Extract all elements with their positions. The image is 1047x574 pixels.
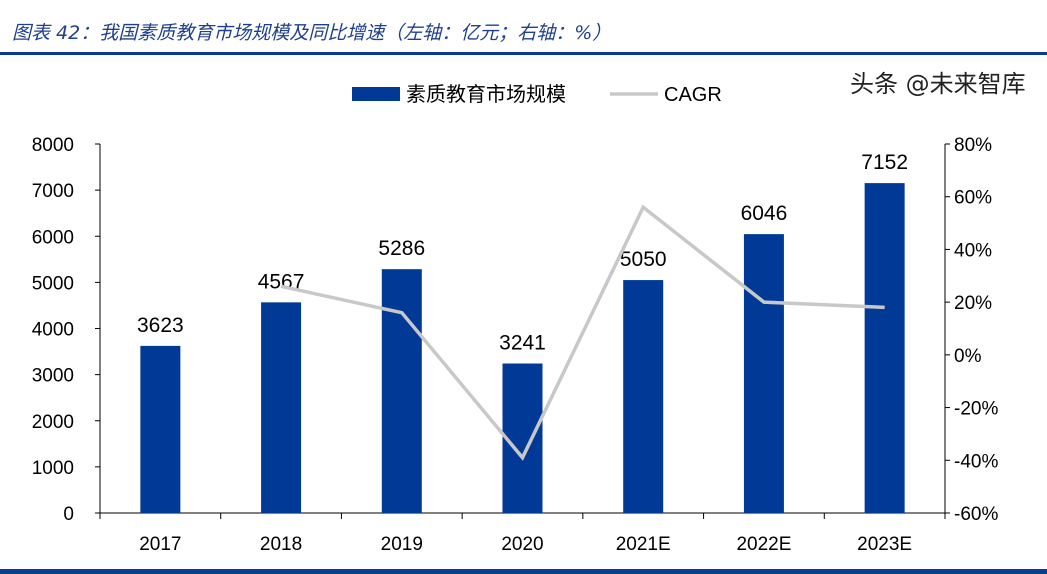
data-label-2021E: 5050 <box>620 248 667 271</box>
x-tick-label: 2017 <box>139 534 181 555</box>
right-tick-label: -60% <box>954 504 998 525</box>
title-rule <box>0 52 1047 55</box>
right-tick-label: -20% <box>954 399 998 420</box>
x-tick-label: 2018 <box>260 534 302 555</box>
x-tick-label: 2023E <box>857 534 912 555</box>
x-tick-label: 2020 <box>501 534 543 555</box>
bar-2022E <box>743 234 784 514</box>
left-tick-label: 5000 <box>32 273 74 294</box>
legend-bar-swatch <box>352 87 400 101</box>
data-label-2022E: 6046 <box>741 202 788 225</box>
bar-2020 <box>502 363 543 513</box>
footer-rule <box>0 569 1047 574</box>
cagr-line <box>280 204 885 461</box>
left-tick-label: 4000 <box>32 320 74 341</box>
x-tick-label: 2022E <box>736 534 791 555</box>
right-tick-label: 80% <box>954 135 992 156</box>
legend-line-label: CAGR <box>664 84 722 106</box>
left-tick-label: 8000 <box>32 135 74 156</box>
data-label-2019: 5286 <box>378 237 425 260</box>
left-tick-label: 7000 <box>32 181 74 202</box>
bar-2019 <box>381 269 422 513</box>
bar-2017 <box>140 345 181 513</box>
data-label-2017: 3623 <box>137 314 184 337</box>
watermark: 头条 @未来智库 <box>850 70 1026 98</box>
bar-2018 <box>261 302 302 513</box>
left-tick-label: 3000 <box>32 366 74 387</box>
left-tick-label: 1000 <box>32 458 74 479</box>
left-tick-label: 0 <box>63 504 74 525</box>
chart-title: 图表 42：我国素质教育市场规模及同比增速（左轴：亿元；右轴：%） <box>12 22 612 44</box>
bar-2023E <box>864 183 905 513</box>
legend-bar-label: 素质教育市场规模 <box>406 83 566 106</box>
right-tick-label: 20% <box>954 293 992 314</box>
x-tick-label: 2021E <box>616 534 671 555</box>
x-tick-label: 2019 <box>381 534 423 555</box>
left-tick-label: 6000 <box>32 227 74 248</box>
data-label-2020: 3241 <box>499 332 546 355</box>
right-tick-label: -40% <box>954 451 998 472</box>
bar-2021E <box>623 280 664 513</box>
right-tick-label: 40% <box>954 240 992 261</box>
right-tick-label: 60% <box>954 188 992 209</box>
left-tick-label: 2000 <box>32 412 74 433</box>
data-label-2023E: 7152 <box>861 151 908 174</box>
right-tick-label: 0% <box>954 346 982 367</box>
